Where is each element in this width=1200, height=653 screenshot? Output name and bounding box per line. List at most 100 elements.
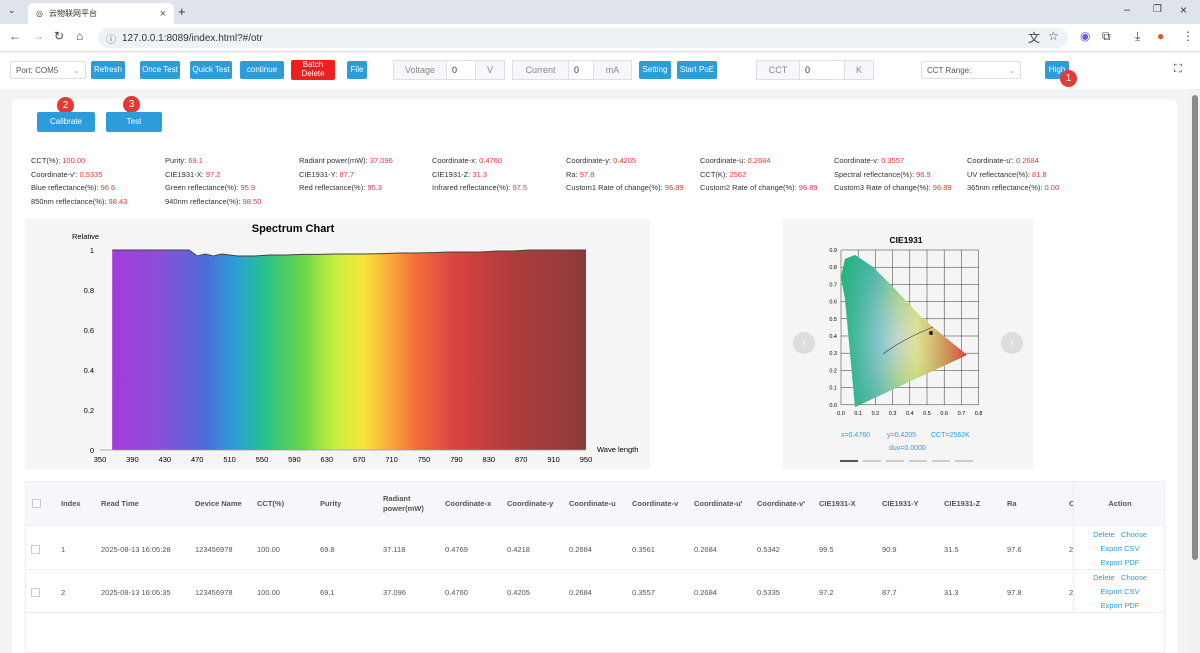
profile-avatar-icon[interactable]: ● (1157, 29, 1165, 43)
translate-icon[interactable]: 文 (1028, 31, 1041, 45)
choose-link[interactable]: Choose (1121, 573, 1147, 582)
x-tick-label: 590 (288, 455, 301, 464)
table-cell: 0.4205 (507, 587, 530, 597)
voltage-input[interactable]: 0 (446, 61, 476, 79)
browser-tab[interactable]: ◎ 云物联网平台 × (28, 3, 174, 24)
cie-y-tick: 0.2 (829, 368, 837, 374)
x-tick-label: 510 (223, 455, 236, 464)
export-pdf-link[interactable]: Export PDF (1100, 601, 1140, 610)
column-header[interactable]: Coordinate-y (501, 482, 563, 526)
x-tick-label: 470 (191, 455, 204, 464)
calibrate-button[interactable]: Calibrate (37, 112, 95, 132)
column-header[interactable]: Coordinate-x (439, 482, 501, 526)
forward-icon[interactable]: → (32, 29, 44, 43)
export-csv-link[interactable]: Export CSV (1100, 587, 1140, 596)
column-header[interactable]: Coordinate-v (626, 482, 688, 526)
continue-button[interactable]: continue (240, 61, 284, 79)
info-label: Coordinate-y: (566, 156, 614, 165)
delete-link[interactable]: Delete (1093, 530, 1115, 539)
row-checkbox[interactable] (31, 588, 40, 597)
table-cell: 123456978 (195, 544, 233, 554)
table-row[interactable] (26, 528, 1164, 570)
carousel-prev-icon[interactable]: ‹ (793, 332, 815, 354)
cie-x-tick: 0.7 (958, 411, 966, 417)
fullscreen-icon[interactable]: ⛶ (1174, 63, 1182, 75)
delete-link[interactable]: Delete (1093, 573, 1115, 582)
export-pdf-link[interactable]: Export PDF (1100, 558, 1140, 567)
column-header[interactable]: CCT(%) (251, 482, 314, 526)
column-header[interactable]: C (1063, 482, 1074, 526)
once-test-button[interactable]: Once Test (140, 61, 180, 79)
batch-delete-button[interactable]: Batch Delete (291, 60, 335, 80)
x-tick-label: 670 (353, 455, 366, 464)
new-tab-icon[interactable]: + (178, 4, 186, 19)
carousel-indicators[interactable] (840, 460, 973, 462)
extension-icon[interactable]: ◉ (1080, 29, 1091, 43)
info-label: Green reflectance(%): (165, 183, 241, 192)
puzzle-icon[interactable]: ⧉ (1102, 29, 1111, 43)
y-tick-label: 0.2 (84, 406, 94, 415)
row-checkbox[interactable] (31, 545, 40, 554)
info-item: Radiant power(mW): 37.096 (299, 156, 393, 165)
info-item: Custom3 Rate of change(%): 96.89 (834, 183, 952, 192)
info-label: UV reflectance(%): (967, 170, 1033, 179)
carousel-next-icon[interactable]: › (1001, 332, 1023, 354)
address-input[interactable]: ⓘ 127.0.0.1:8089/index.html?#/otr (98, 28, 1068, 48)
y-tick-label: 1 (90, 246, 94, 255)
cie-x-tick: 0.4 (906, 411, 914, 417)
window-close-icon[interactable]: × (1180, 3, 1188, 17)
site-info-icon[interactable]: ⓘ (106, 34, 116, 46)
column-header[interactable]: Radiant power(mW) (377, 482, 439, 526)
home-icon[interactable]: ⌂ (76, 29, 84, 43)
info-value: 98.43 (108, 197, 128, 206)
column-header[interactable]: Device Name (189, 482, 251, 526)
info-label: 365nm reflectance(%): (967, 183, 1045, 192)
test-button[interactable]: Test (106, 112, 162, 132)
bookmark-star-icon[interactable]: ☆ (1048, 29, 1059, 43)
x-tick-label: 390 (126, 455, 139, 464)
column-header[interactable]: CIE1931-X (813, 482, 876, 526)
setting-button[interactable]: Setting (639, 61, 671, 79)
cie-y-value: y=0.4205 (887, 432, 916, 439)
chevron-down-icon: ⌄ (73, 65, 80, 75)
info-label: Red reflectance(%): (299, 183, 368, 192)
choose-link[interactable]: Choose (1121, 530, 1147, 539)
back-icon[interactable]: ← (9, 29, 21, 43)
start-poe-button[interactable]: Start PoE (677, 61, 717, 79)
port-select[interactable]: Port: COM5 ⌄ (10, 61, 86, 79)
info-label: CIE1931-Z: (432, 170, 473, 179)
close-tab-icon[interactable]: × (159, 7, 166, 20)
cct-range-placeholder: CCT Range: (927, 65, 972, 75)
column-header[interactable]: Action (1073, 482, 1164, 526)
column-header[interactable]: Coordinate-u (563, 482, 626, 526)
info-item: 940nm reflectance(%): 98.50 (165, 197, 261, 206)
column-header[interactable]: Index (55, 482, 95, 526)
minimize-icon[interactable]: – (1124, 4, 1131, 16)
row-actions: Delete Choose Export CSV Export PDF (1073, 571, 1164, 613)
tab-search-icon[interactable]: ⌄ (8, 5, 16, 15)
select-all-checkbox[interactable] (26, 482, 55, 526)
scrollbar-thumb[interactable] (1192, 95, 1198, 560)
column-header[interactable]: Purity (314, 482, 377, 526)
cct-range-select[interactable]: CCT Range: ⌄ (921, 61, 1021, 79)
file-button[interactable]: File (347, 61, 367, 79)
cct-label: CCT (757, 61, 799, 79)
column-header[interactable]: Coordinate-u' (688, 482, 751, 526)
info-item: Green reflectance(%): 95.9 (165, 183, 255, 192)
menu-kebab-icon[interactable]: ⋮ (1182, 29, 1194, 43)
column-header[interactable]: CIE1931-Y (876, 482, 938, 526)
reload-icon[interactable]: ↻ (54, 29, 65, 43)
cct-input[interactable]: 0 (799, 61, 845, 79)
export-csv-link[interactable]: Export CSV (1100, 544, 1140, 553)
table-row[interactable] (26, 571, 1164, 613)
column-header[interactable]: Read Time (95, 482, 189, 526)
maximize-icon[interactable]: ❐ (1153, 4, 1162, 15)
column-header[interactable]: CIE1931-Z (938, 482, 1001, 526)
info-label: CCT(K): (700, 170, 730, 179)
current-input[interactable]: 0 (568, 61, 594, 79)
column-header[interactable]: Coordinate-v' (751, 482, 813, 526)
refresh-button[interactable]: Refresh (91, 61, 125, 79)
quick-test-button[interactable]: Quick Test (190, 61, 232, 79)
download-icon[interactable]: ⤓ (1135, 29, 1141, 43)
column-header[interactable]: Ra (1001, 482, 1063, 526)
